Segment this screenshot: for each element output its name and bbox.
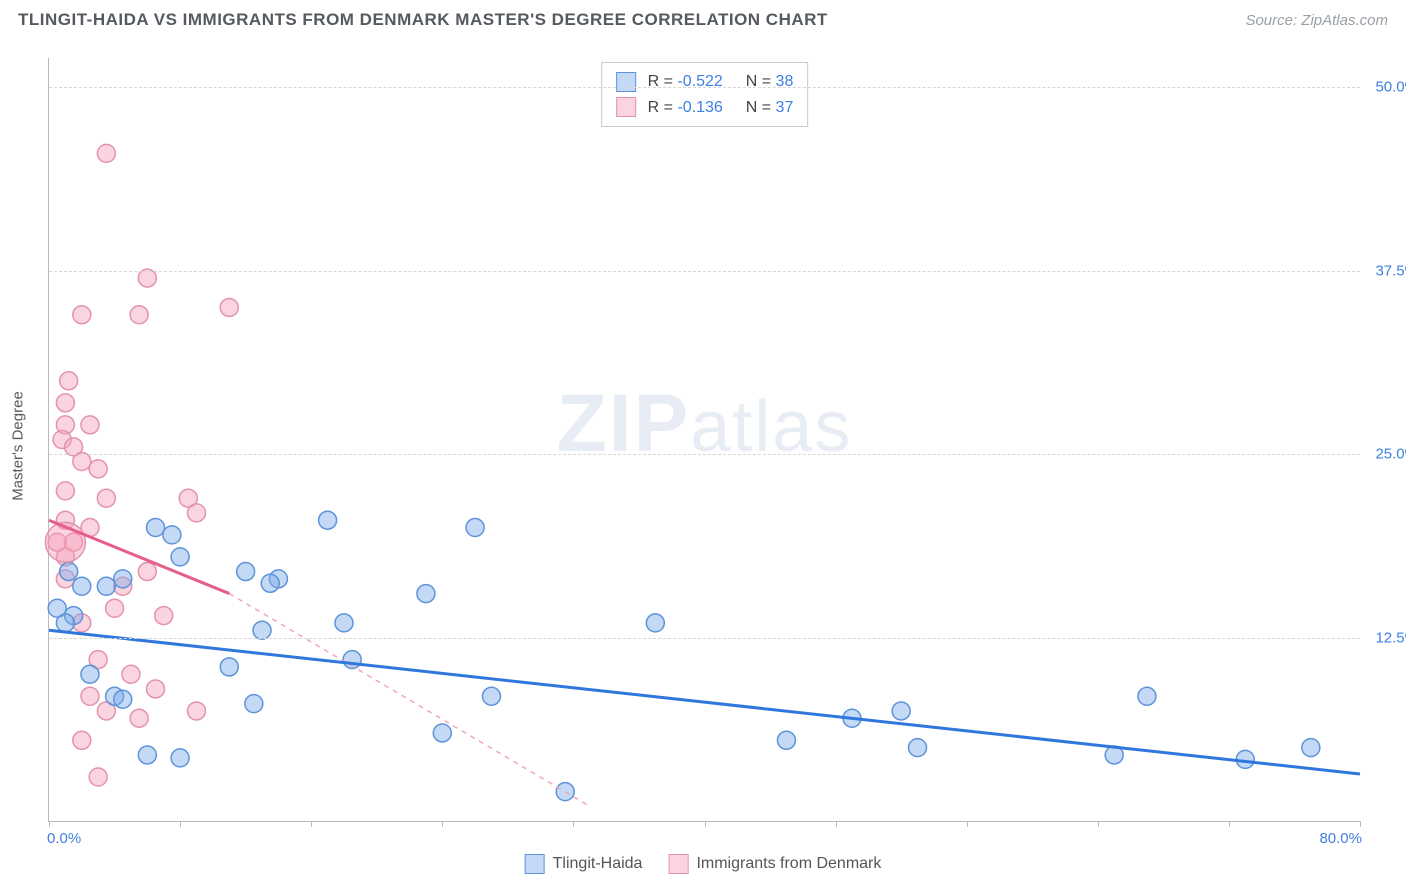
chart-title: TLINGIT-HAIDA VS IMMIGRANTS FROM DENMARK… — [18, 10, 828, 30]
scatter-point — [892, 702, 910, 720]
scatter-point — [73, 731, 91, 749]
scatter-point — [466, 519, 484, 537]
scatter-point — [147, 680, 165, 698]
legend-bottom-label-1: Immigrants from Denmark — [696, 855, 881, 873]
scatter-point — [253, 621, 271, 639]
legend-bottom-swatch-1 — [668, 854, 688, 874]
scatter-point — [56, 394, 74, 412]
scatter-point — [81, 665, 99, 683]
scatter-point — [60, 563, 78, 581]
scatter-svg — [49, 58, 1360, 821]
scatter-point — [482, 687, 500, 705]
scatter-point — [114, 570, 132, 588]
source-label: Source: ZipAtlas.com — [1245, 12, 1388, 29]
y-tick-label: 12.5% — [1375, 629, 1406, 646]
scatter-point — [319, 511, 337, 529]
scatter-point — [777, 731, 795, 749]
legend-series: Tlingit-Haida Immigrants from Denmark — [525, 854, 882, 874]
scatter-point — [73, 306, 91, 324]
scatter-point — [138, 269, 156, 287]
scatter-point — [130, 709, 148, 727]
y-tick-label: 25.0% — [1375, 446, 1406, 463]
legend-bottom-label-0: Tlingit-Haida — [553, 855, 643, 873]
scatter-point — [97, 489, 115, 507]
scatter-point — [646, 614, 664, 632]
scatter-point — [237, 563, 255, 581]
scatter-point — [89, 460, 107, 478]
scatter-point — [1138, 687, 1156, 705]
scatter-point — [909, 739, 927, 757]
scatter-point — [138, 563, 156, 581]
scatter-point — [556, 783, 574, 801]
scatter-point — [73, 453, 91, 471]
scatter-point — [220, 658, 238, 676]
scatter-point — [130, 306, 148, 324]
scatter-point — [433, 724, 451, 742]
scatter-point — [245, 695, 263, 713]
scatter-point — [122, 665, 140, 683]
x-tick-max: 80.0% — [1319, 830, 1362, 847]
scatter-point — [114, 690, 132, 708]
scatter-point — [81, 416, 99, 434]
scatter-point — [89, 768, 107, 786]
scatter-point — [155, 607, 173, 625]
scatter-point — [48, 599, 66, 617]
scatter-point — [97, 144, 115, 162]
scatter-point — [60, 372, 78, 390]
scatter-point — [417, 585, 435, 603]
legend-bottom-swatch-0 — [525, 854, 545, 874]
y-tick-label: 50.0% — [1375, 79, 1406, 96]
trend-line-denmark-extrapolated — [229, 594, 590, 807]
scatter-point — [187, 702, 205, 720]
scatter-point — [187, 504, 205, 522]
plot-area: ZIPatlas R = -0.522 N = 38 R = -0.136 N … — [48, 58, 1360, 822]
legend-item-0: Tlingit-Haida — [525, 854, 643, 874]
scatter-point — [163, 526, 181, 544]
scatter-point — [261, 574, 279, 592]
scatter-point — [171, 548, 189, 566]
x-tick-min: 0.0% — [47, 830, 81, 847]
scatter-point — [106, 599, 124, 617]
y-axis-label: Master's Degree — [10, 391, 27, 501]
scatter-point — [147, 519, 165, 537]
scatter-point — [171, 749, 189, 767]
legend-item-1: Immigrants from Denmark — [668, 854, 881, 874]
scatter-point — [97, 577, 115, 595]
scatter-point — [73, 577, 91, 595]
scatter-point — [81, 687, 99, 705]
scatter-point — [220, 298, 238, 316]
scatter-point — [335, 614, 353, 632]
y-tick-label: 37.5% — [1375, 262, 1406, 279]
scatter-point — [1302, 739, 1320, 757]
scatter-point — [138, 746, 156, 764]
scatter-point — [56, 482, 74, 500]
